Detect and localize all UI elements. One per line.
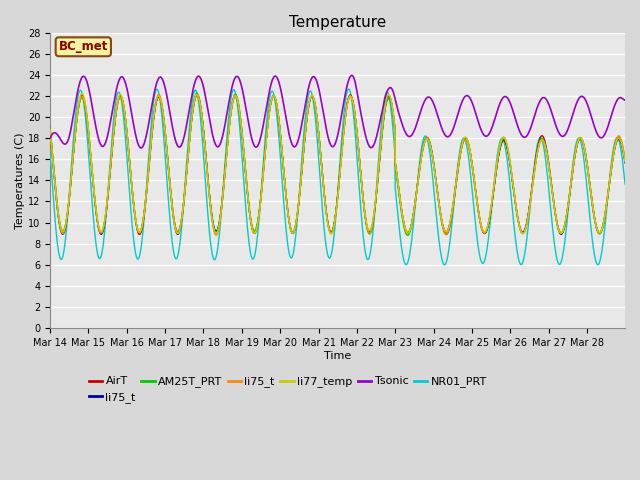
Y-axis label: Temperatures (C): Temperatures (C) [15, 132, 25, 228]
Text: BC_met: BC_met [59, 40, 108, 53]
X-axis label: Time: Time [324, 350, 351, 360]
Legend: AirT, li75_t, AM25T_PRT, li75_t, li77_temp, Tsonic, NR01_PRT: AirT, li75_t, AM25T_PRT, li75_t, li77_te… [84, 372, 492, 408]
Title: Temperature: Temperature [289, 15, 386, 30]
